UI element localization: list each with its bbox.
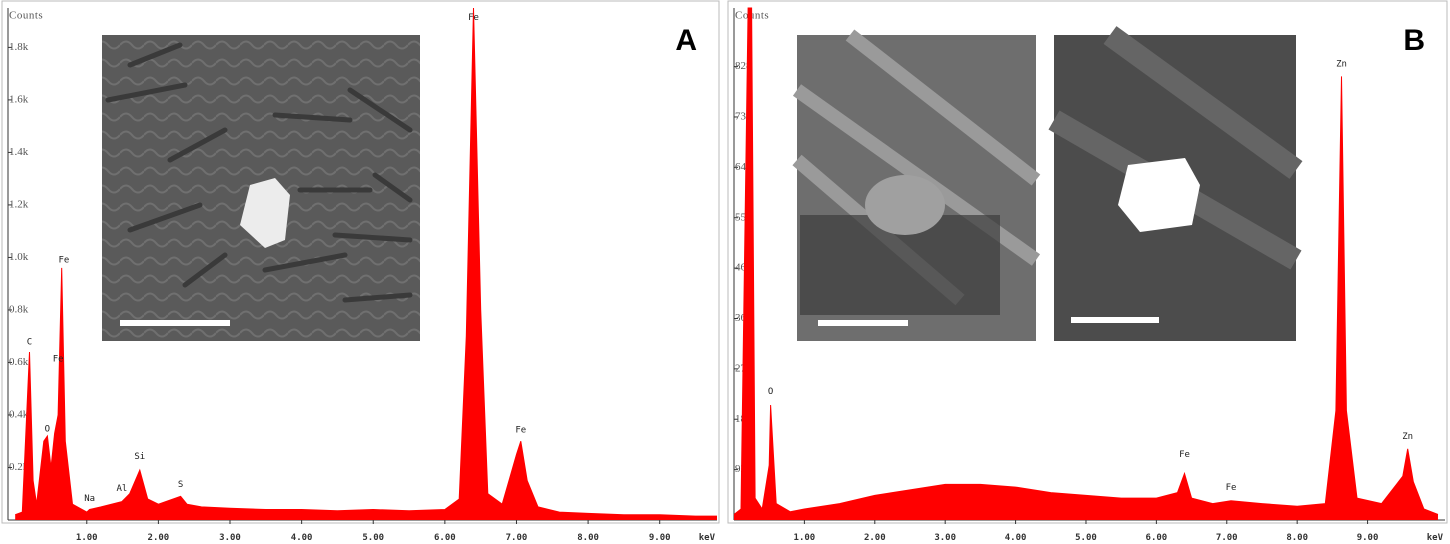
y-tick-label: 0.6k <box>9 356 29 368</box>
plot-frame <box>727 0 1448 524</box>
peak-label: Fe <box>53 354 64 364</box>
peak-label: Si <box>134 452 145 462</box>
x-tick-label: 9.00 <box>649 533 671 543</box>
peak-label: Fe <box>515 425 526 435</box>
peak-label: Fe <box>468 13 479 23</box>
x-tick-label: 7.00 <box>1216 533 1238 543</box>
x-tick-label: 8.00 <box>1286 533 1308 543</box>
spectrum-line <box>733 7 1439 515</box>
sem-inset <box>1048 26 1303 341</box>
x-tick-label: 9.00 <box>1357 533 1379 543</box>
x-tick-label: 3.00 <box>219 533 241 543</box>
x-tick-label: 5.00 <box>1075 533 1097 543</box>
panel-label: A <box>675 24 697 57</box>
y-tick-label: 1.8k <box>9 41 29 53</box>
x-tick-label: 7.00 <box>506 533 528 543</box>
peak-label: Zn <box>1336 60 1347 70</box>
x-tick-label: 1.00 <box>794 533 816 543</box>
x-tick-label: 1.00 <box>76 533 98 543</box>
peak-label: Na <box>84 494 95 504</box>
x-tick-label: 6.00 <box>434 533 456 543</box>
peak-label: Fe <box>1179 450 1190 460</box>
y-tick-label: 1.0k <box>9 251 29 263</box>
x-tick-label: 2.00 <box>864 533 886 543</box>
x-tick-label: 2.00 <box>148 533 170 543</box>
plot-frame <box>1 0 720 524</box>
x-axis-label: keV <box>1427 533 1444 543</box>
y-tick-label: 1.4k <box>9 146 29 158</box>
panel-label: B <box>1403 24 1425 57</box>
peak-label: Fe <box>58 256 69 266</box>
peak-label: S <box>178 480 183 490</box>
x-tick-label: 3.00 <box>934 533 956 543</box>
x-axis-label: keV <box>699 533 716 543</box>
peak-label: O <box>768 387 773 397</box>
peak-label: Al <box>116 484 127 494</box>
y-tick-label: 0.4k <box>9 409 29 421</box>
peak-label: Zn <box>1402 432 1413 442</box>
x-tick-label: 5.00 <box>362 533 384 543</box>
peak-label: Fe <box>1226 483 1237 493</box>
peak-label: C <box>27 338 32 348</box>
x-tick-label: 8.00 <box>577 533 599 543</box>
y-axis-label: Counts <box>9 10 43 22</box>
sem-inset <box>792 29 1041 341</box>
x-tick-label: 4.00 <box>1005 533 1027 543</box>
y-tick-label: 1.6k <box>9 93 29 105</box>
sem-inset <box>102 35 420 341</box>
x-tick-label: 4.00 <box>291 533 313 543</box>
y-tick-label: 0.8k <box>9 303 29 315</box>
x-tick-label: 6.00 <box>1146 533 1168 543</box>
y-tick-label: 1.2k <box>9 198 29 210</box>
spectrum-line <box>15 7 717 517</box>
y-tick-label: 92 <box>735 463 746 475</box>
peak-label: O <box>45 424 50 434</box>
